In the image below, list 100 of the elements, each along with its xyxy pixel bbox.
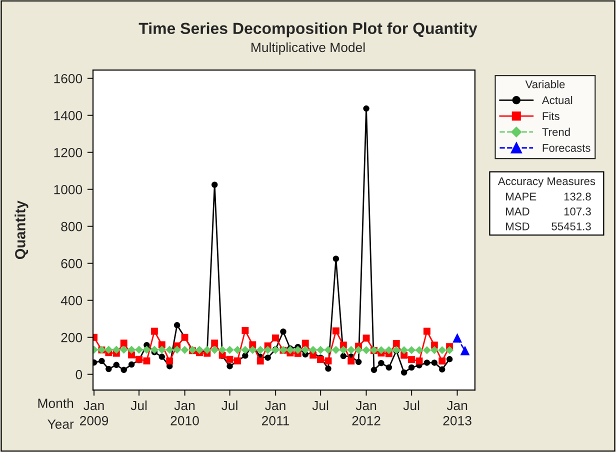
point bbox=[423, 346, 431, 354]
y-tick-label: 1600 bbox=[54, 74, 82, 84]
point bbox=[241, 346, 250, 354]
point bbox=[400, 369, 408, 376]
x-tick-label: Jan 2012 bbox=[352, 400, 380, 426]
point bbox=[242, 352, 248, 359]
point bbox=[430, 346, 438, 354]
point bbox=[150, 328, 158, 335]
point bbox=[150, 346, 158, 354]
point bbox=[158, 354, 166, 360]
point bbox=[104, 346, 113, 354]
y-tick-label: 600 bbox=[61, 258, 82, 268]
x-tick-label: Jul bbox=[312, 400, 328, 410]
point bbox=[324, 357, 332, 364]
point bbox=[135, 346, 143, 354]
point bbox=[256, 358, 264, 365]
point bbox=[377, 346, 386, 354]
y-tick-label: 1200 bbox=[54, 148, 82, 158]
point bbox=[128, 346, 136, 354]
x-tick-label: Jul bbox=[403, 400, 420, 410]
point bbox=[438, 366, 446, 372]
point bbox=[362, 334, 370, 342]
point bbox=[378, 360, 384, 366]
point bbox=[120, 340, 128, 347]
point bbox=[106, 366, 112, 372]
y-tick-label: 400 bbox=[60, 296, 82, 306]
point bbox=[143, 357, 150, 364]
point bbox=[280, 328, 286, 335]
point bbox=[226, 356, 234, 363]
point bbox=[446, 346, 454, 354]
point bbox=[392, 340, 400, 347]
point bbox=[166, 346, 174, 354]
text: Accuracy Measures bbox=[498, 177, 596, 188]
point bbox=[408, 346, 416, 354]
point bbox=[332, 256, 340, 262]
point bbox=[309, 346, 317, 354]
point bbox=[332, 327, 340, 334]
point bbox=[158, 346, 166, 354]
point bbox=[301, 346, 310, 354]
text: Year bbox=[48, 420, 74, 429]
point bbox=[142, 346, 151, 354]
point bbox=[234, 346, 242, 354]
point bbox=[128, 361, 135, 368]
point bbox=[264, 354, 271, 361]
point bbox=[385, 346, 393, 354]
x-tick-label: Jan 2011 bbox=[262, 400, 290, 426]
point bbox=[180, 346, 189, 354]
point bbox=[348, 358, 355, 365]
y-tick-label: 200 bbox=[61, 332, 82, 342]
point bbox=[416, 358, 423, 365]
point bbox=[210, 346, 218, 354]
legend-title: Variable bbox=[525, 80, 565, 88]
point bbox=[128, 351, 136, 358]
point bbox=[370, 366, 378, 374]
y-tick-label: 0 bbox=[76, 370, 82, 380]
x-tick-label: Jul bbox=[222, 400, 238, 410]
point bbox=[120, 366, 127, 374]
point bbox=[452, 334, 462, 343]
point bbox=[386, 364, 392, 371]
point bbox=[211, 340, 218, 347]
y-tick-label: 1000 bbox=[54, 184, 82, 194]
point bbox=[166, 358, 174, 365]
legend-label: Fits bbox=[542, 112, 560, 120]
point bbox=[218, 346, 226, 354]
x-tick-label: Jan 2009 bbox=[80, 400, 108, 426]
chart-subtitle: Multiplicative Model bbox=[252, 42, 365, 55]
point bbox=[354, 346, 362, 354]
x-tick-label: Jan 2013 bbox=[443, 400, 472, 426]
y-tick-label: 800 bbox=[61, 222, 82, 232]
point bbox=[226, 346, 234, 354]
point bbox=[324, 346, 332, 354]
point bbox=[363, 105, 370, 112]
point bbox=[438, 346, 446, 354]
point bbox=[294, 346, 302, 354]
text: MSD 55451.3 bbox=[506, 222, 591, 230]
point bbox=[446, 356, 453, 362]
point bbox=[317, 356, 324, 364]
point bbox=[408, 356, 416, 364]
point bbox=[340, 352, 347, 360]
point bbox=[400, 346, 408, 354]
point bbox=[347, 346, 355, 354]
point bbox=[112, 346, 120, 354]
y-axis-title: Quantity bbox=[14, 200, 28, 260]
point bbox=[438, 358, 446, 365]
point bbox=[203, 346, 212, 354]
point bbox=[316, 346, 324, 354]
x-tick-label: Jan 2010 bbox=[170, 400, 199, 426]
point bbox=[431, 360, 438, 366]
point bbox=[226, 363, 233, 370]
point bbox=[460, 346, 470, 356]
point bbox=[424, 360, 430, 366]
point bbox=[256, 346, 264, 354]
point bbox=[174, 322, 180, 328]
point bbox=[408, 364, 415, 371]
text: MAPE 132.8 bbox=[506, 192, 591, 201]
point bbox=[302, 340, 309, 347]
point bbox=[362, 346, 370, 354]
legend-label: Forecasts bbox=[542, 144, 590, 152]
point bbox=[264, 346, 272, 354]
point bbox=[98, 358, 105, 364]
